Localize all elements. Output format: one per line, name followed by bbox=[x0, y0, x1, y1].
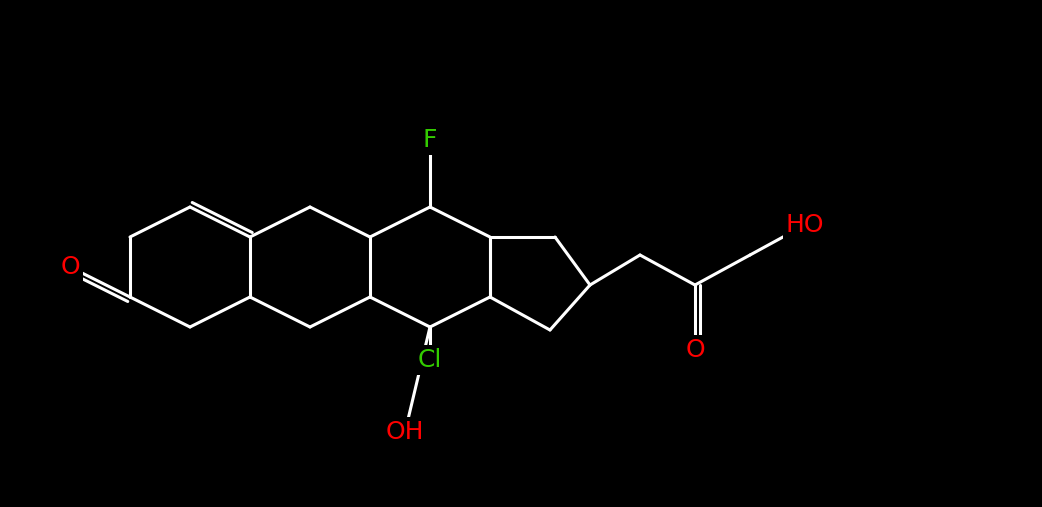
Text: Cl: Cl bbox=[418, 348, 442, 372]
Text: F: F bbox=[423, 128, 438, 152]
Text: OH: OH bbox=[386, 420, 424, 444]
Text: HO: HO bbox=[786, 213, 824, 237]
Text: O: O bbox=[686, 338, 704, 362]
Text: O: O bbox=[60, 255, 80, 279]
